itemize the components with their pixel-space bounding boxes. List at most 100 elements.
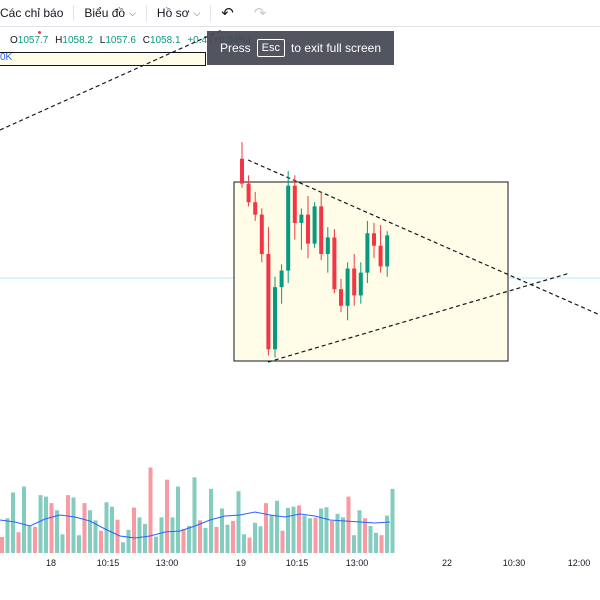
volume-bar [71, 497, 76, 553]
volume-bar [82, 503, 87, 553]
candle-body [292, 185, 297, 223]
volume-bar [385, 515, 389, 553]
candle-body [240, 158, 244, 184]
volume-bar [363, 518, 367, 553]
candle-body [306, 214, 310, 244]
volume-bar [11, 492, 15, 553]
x-tick-label: 18 [45, 558, 57, 568]
trend-line-upper[interactable] [247, 159, 600, 316]
volume-bar [176, 486, 180, 553]
volume-bar [0, 536, 4, 553]
volume-bar [330, 520, 334, 553]
volume-bar [242, 534, 246, 553]
indicators-label: Các chỉ báo [0, 6, 64, 20]
candle-body [325, 237, 330, 254]
candle-body [358, 272, 363, 296]
candle-body [339, 289, 343, 306]
volume-bar [55, 510, 59, 553]
volume-bar [247, 537, 252, 553]
x-tick-label: 10:15 [96, 558, 120, 568]
volume-bar [181, 528, 186, 553]
volume-bar [324, 507, 329, 553]
volume-bar [319, 508, 323, 553]
volume-bar [27, 526, 32, 553]
volume-bar [368, 525, 373, 553]
volume-bar [214, 526, 219, 553]
volume-bar [16, 532, 21, 553]
volume-bar [258, 526, 263, 553]
volume-bar [297, 505, 301, 553]
volume-bar [170, 517, 175, 553]
toolbar-divider [145, 5, 147, 21]
candle-body [273, 287, 277, 350]
volume-bar [302, 515, 307, 553]
volume-bar [264, 503, 268, 553]
open-value: 1057.7 [17, 35, 49, 46]
volume-bar [66, 495, 70, 553]
volume-bar [126, 529, 131, 553]
high-value: 1058.2 [62, 35, 93, 46]
candle-body [319, 206, 324, 254]
volume-bar [253, 522, 257, 553]
candle-body [266, 254, 271, 350]
trend-line-lower[interactable] [267, 272, 571, 363]
volume-bar [286, 507, 290, 553]
volume-bar [187, 525, 191, 553]
volume-bar [198, 520, 202, 553]
volume-bar [275, 500, 279, 553]
candle-body [352, 268, 357, 296]
x-tick-label: 10:30 [502, 558, 526, 568]
low-value: 1057.6 [105, 35, 136, 46]
volume-bar [192, 477, 197, 553]
volume-bar [335, 513, 340, 553]
volume-bar [44, 496, 48, 553]
volume-bar [220, 508, 224, 553]
top-toolbar: Các chỉ báo Biểu đồ ⌵ Hồ sơ ⌵ ↶ ↷ [0, 0, 600, 27]
volume-bar [291, 506, 296, 553]
toast-press-text: Press [219, 41, 251, 55]
profile-menu-button[interactable]: Hồ sơ ⌵ [147, 0, 210, 26]
volume-bar [132, 507, 136, 553]
volume-bar [308, 518, 312, 553]
undo-icon[interactable]: ↶ [221, 5, 234, 22]
volume-bar [22, 486, 26, 553]
redo-icon[interactable]: ↷ [253, 5, 267, 22]
x-tick-label: 13:00 [155, 558, 179, 568]
volume-bar [49, 503, 54, 553]
chart-menu-label: Biểu đồ [84, 6, 126, 20]
toolbar-divider [210, 5, 212, 21]
trend-line-left[interactable] [0, 29, 223, 131]
volume-bar [209, 488, 213, 553]
volume-bar [99, 530, 103, 553]
close-label: C [142, 35, 150, 46]
drawing-label-box[interactable] [0, 52, 206, 66]
candle-body [372, 233, 376, 246]
chart-menu-button[interactable]: Biểu đồ ⌵ [74, 0, 146, 26]
profile-menu-label: Hồ sơ [156, 6, 190, 20]
volume-bar [357, 510, 362, 553]
x-tick-label: 10:15 [285, 558, 309, 568]
candle-body [385, 235, 390, 267]
fullscreen-toast: Press Esc to exit full screen [207, 31, 394, 65]
indicators-button[interactable]: Các chỉ báo [0, 0, 73, 26]
volume-bar [269, 515, 274, 553]
volume-bar [38, 495, 43, 553]
volume-bar [77, 535, 81, 553]
moving-average-line [0, 511, 391, 539]
legend-ok-text: 0K [0, 52, 13, 63]
chevron-down-icon: ⌵ [193, 7, 201, 18]
volume-bar [154, 536, 158, 553]
volume-bar [148, 467, 153, 553]
volume-bar [225, 524, 230, 553]
volume-bar [313, 517, 318, 553]
volume-bar [33, 526, 37, 553]
open-label: O [10, 35, 18, 46]
volume-bar [203, 528, 208, 553]
volume-bar [60, 534, 65, 553]
volume-bar [165, 479, 169, 553]
volume-bar [159, 517, 164, 553]
candles-group [240, 142, 390, 358]
volume-bar [5, 518, 10, 553]
x-tick-label: 22 [441, 558, 453, 568]
